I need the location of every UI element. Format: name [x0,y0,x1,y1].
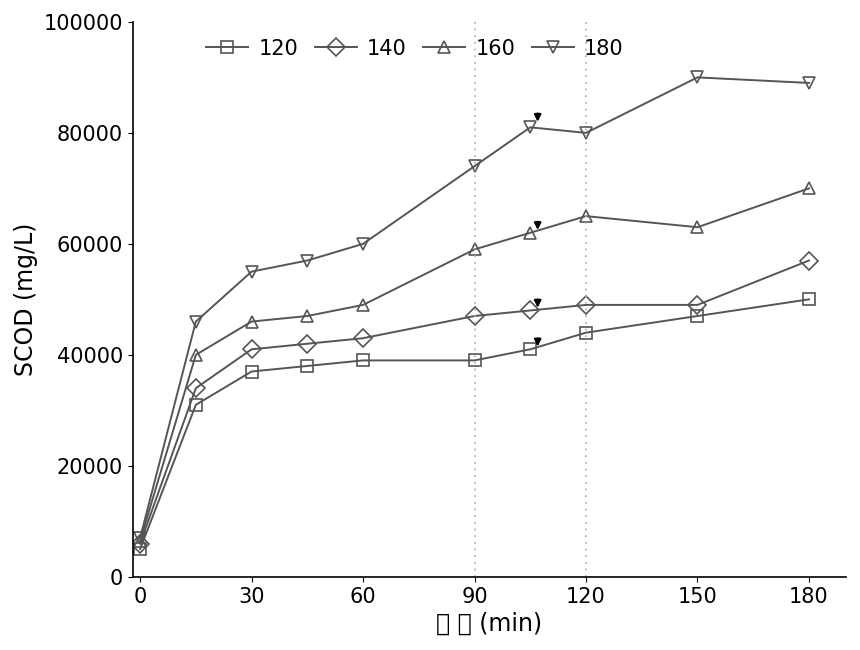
160 [191,351,201,359]
160 [804,185,814,192]
Line: 120: 120 [134,293,815,555]
180 [302,257,312,265]
120 [470,356,480,364]
Line: 180: 180 [134,71,815,544]
160 [580,212,591,220]
140 [302,340,312,348]
140 [358,334,368,342]
120 [525,345,536,353]
120 [692,312,703,320]
120 [804,296,814,304]
160 [358,301,368,309]
180 [580,129,591,136]
180 [692,73,703,81]
120 [358,356,368,364]
Line: 160: 160 [134,182,815,547]
160 [525,229,536,237]
180 [358,240,368,248]
160 [247,318,257,326]
Line: 140: 140 [134,254,815,550]
160 [470,246,480,254]
160 [302,312,312,320]
140 [525,307,536,315]
120 [247,368,257,376]
180 [804,79,814,87]
120 [580,329,591,337]
140 [247,345,257,353]
140 [191,384,201,392]
120 [302,362,312,370]
140 [470,312,480,320]
Legend: 120, 140, 160, 180: 120, 140, 160, 180 [200,32,630,65]
160 [692,224,703,231]
180 [470,162,480,170]
140 [580,301,591,309]
Y-axis label: SCOD (mg/L): SCOD (mg/L) [14,223,38,376]
140 [135,540,145,547]
140 [804,257,814,265]
120 [135,545,145,553]
160 [135,537,145,545]
180 [191,318,201,326]
120 [191,401,201,409]
180 [247,268,257,276]
180 [135,534,145,542]
X-axis label: 时 间 (min): 时 间 (min) [436,612,543,636]
140 [692,301,703,309]
180 [525,124,536,131]
